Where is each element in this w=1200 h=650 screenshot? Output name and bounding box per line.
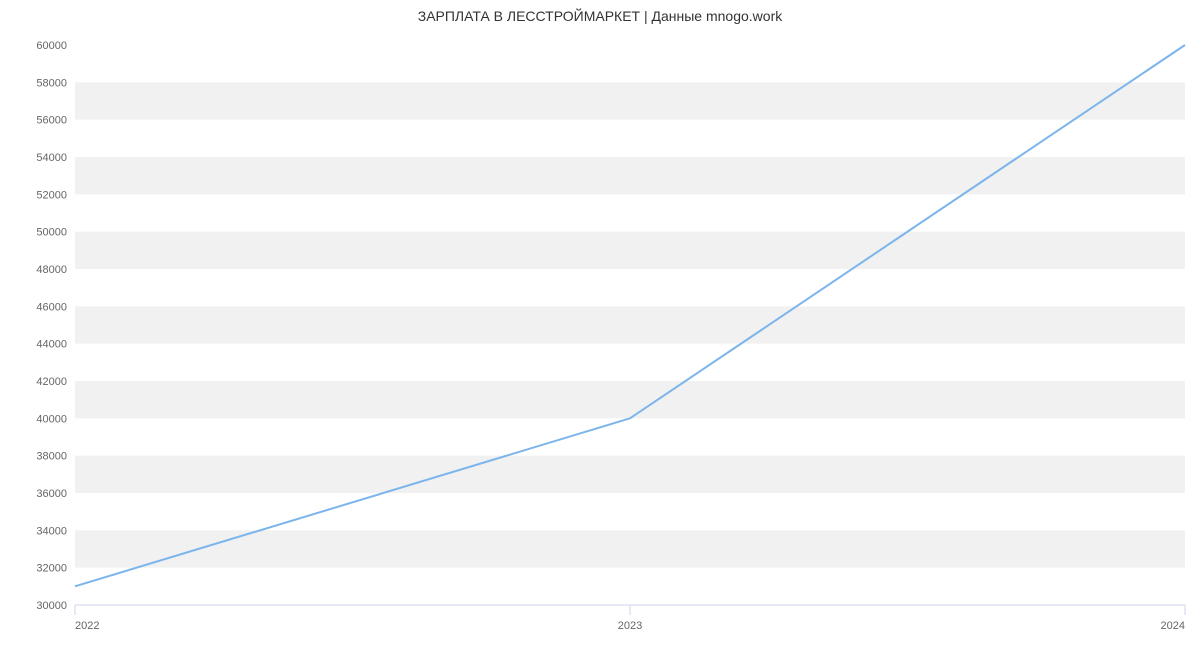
chart-svg: 30000 32000 34000 36000 38000 40000 42000 44000…: [0, 0, 1200, 650]
y-tick-label: 58000: [36, 77, 67, 89]
x-tick-label: 2023: [618, 620, 642, 632]
y-tick-label: 56000: [36, 115, 67, 127]
y-tick-label: 46000: [36, 301, 67, 313]
y-tick-label: 48000: [36, 264, 67, 276]
y-tick-label: 42000: [36, 376, 67, 388]
x-tick-label: 2022: [75, 620, 99, 632]
y-tick-label: 34000: [36, 525, 67, 537]
y-tick-label: 36000: [36, 488, 67, 500]
y-tick-label: 32000: [36, 563, 67, 575]
salary-line-chart: ЗАРПЛАТА В ЛЕССТРОЙМАРКЕТ | Данные mnogo…: [0, 0, 1200, 650]
y-tick-label: 40000: [36, 413, 67, 425]
y-tick-label: 54000: [36, 152, 67, 164]
y-tick-label: 30000: [36, 600, 67, 612]
y-tick-label: 44000: [36, 339, 67, 351]
y-tick-label: 50000: [36, 227, 67, 239]
y-tick-label: 60000: [36, 40, 67, 52]
y-tick-label: 38000: [36, 451, 67, 463]
x-tick-label: 2024: [1161, 620, 1185, 632]
y-tick-label: 52000: [36, 189, 67, 201]
